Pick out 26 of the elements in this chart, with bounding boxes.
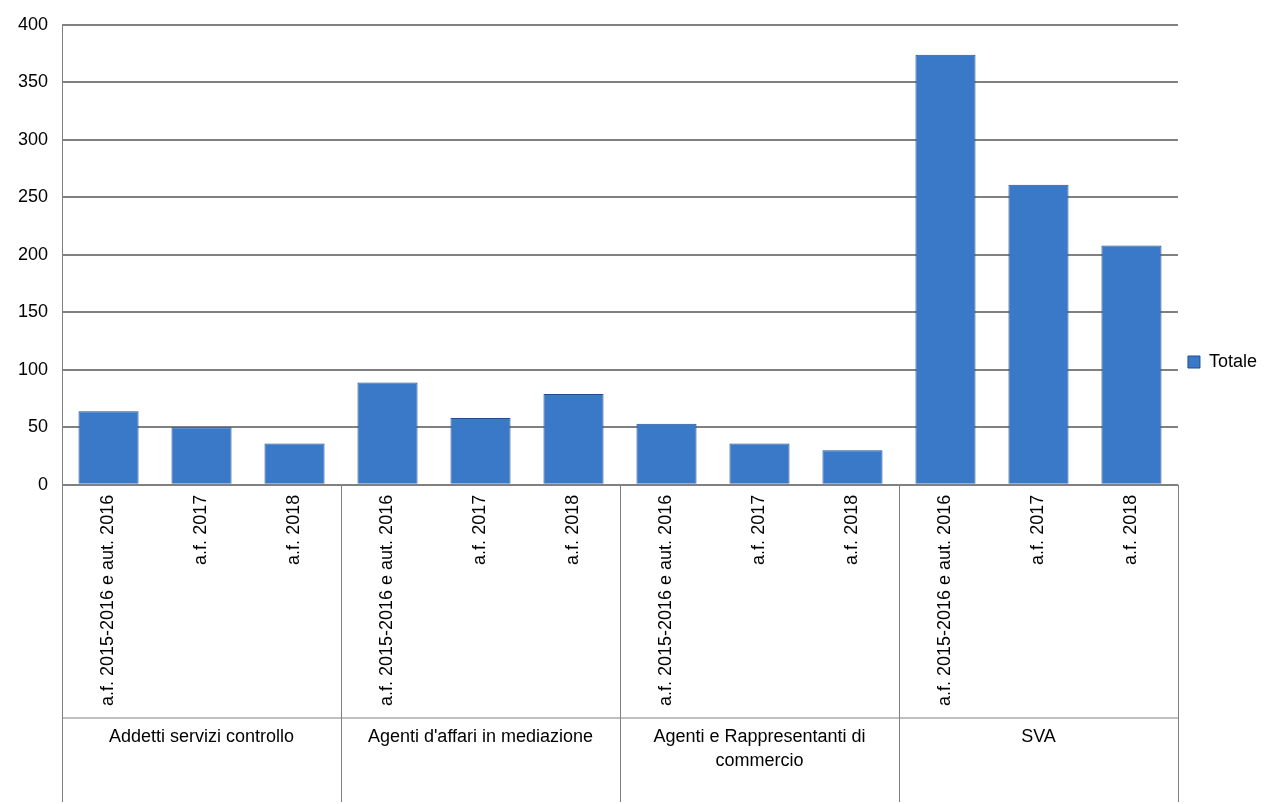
x-tick-label: a.f. 2018	[1120, 494, 1141, 565]
text: Agenti e Rappresentanti di commercio	[653, 725, 866, 770]
x-tick-label: a.f. 2017	[190, 494, 211, 565]
x-tick-label: a.f. 2015-2016 e aut. 2016	[376, 494, 397, 707]
text: SVA	[1021, 725, 1056, 746]
x-tick-label: a.f. 2015-2016 e aut. 2016	[934, 494, 955, 707]
legend-label: Totale	[1208, 350, 1258, 371]
x-tick-label: a.f. 2017	[748, 494, 769, 565]
y-tick-label: 150	[17, 301, 49, 322]
x-tick-label: a.f. 2015-2016 e aut. 2016	[97, 494, 118, 707]
y-tick-label: 200	[17, 243, 49, 264]
text: Agenti d'affari in mediazione	[367, 725, 594, 746]
y-tick-label: 300	[17, 128, 49, 149]
y-tick-label: 100	[17, 358, 49, 379]
x-tick-label: a.f. 2018	[841, 494, 862, 565]
text: Addetti servizi controllo	[108, 725, 295, 746]
y-tick-label: 50	[28, 416, 49, 437]
x-tick-label: a.f. 2018	[283, 494, 304, 565]
x-tick-label: a.f. 2015-2016 e aut. 2016	[655, 494, 676, 707]
y-tick-label: 250	[17, 186, 49, 207]
y-tick-label: 0	[38, 473, 49, 494]
x-tick-label: a.f. 2018	[562, 494, 583, 565]
x-tick-label: a.f. 2017	[469, 494, 490, 565]
x-tick-label: a.f. 2017	[1027, 494, 1048, 565]
y-tick-label: 350	[17, 71, 49, 92]
y-tick-label: 400	[17, 13, 49, 34]
